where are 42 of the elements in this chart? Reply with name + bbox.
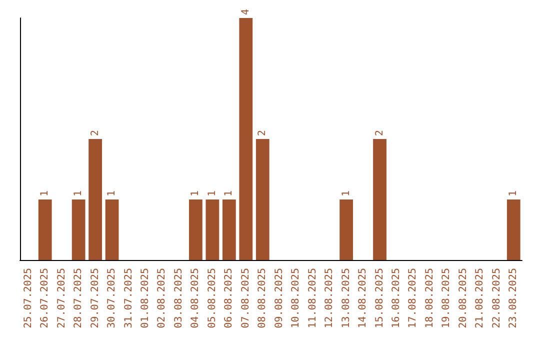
x-tick-label: 23.08.2025 — [508, 268, 520, 328]
x-tick-label: 27.07.2025 — [56, 268, 68, 328]
x-tick-label: 26.07.2025 — [40, 268, 51, 328]
x-tick-label: 04.08.2025 — [190, 268, 202, 328]
x-tick-label: 07.08.2025 — [240, 268, 252, 328]
data-label: 1 — [340, 190, 352, 196]
x-tick-label: 12.08.2025 — [324, 268, 336, 328]
x-tick-label: 09.08.2025 — [274, 268, 285, 328]
x-tick-label: 14.08.2025 — [358, 268, 369, 328]
x-tick-label: 01.08.2025 — [140, 268, 151, 328]
x-tick-label: 25.07.2025 — [22, 268, 34, 328]
x-tick-label: 10.08.2025 — [290, 268, 302, 328]
data-label: 4 — [240, 8, 252, 15]
x-tick-label: 03.08.2025 — [173, 268, 184, 328]
data-label: 2 — [90, 130, 101, 136]
x-tick-label: 15.08.2025 — [374, 268, 386, 328]
x-tick-label: 13.08.2025 — [340, 268, 352, 328]
data-label: 1 — [224, 190, 235, 196]
x-tick-label: 22.08.2025 — [491, 268, 502, 328]
x-tick-label: 06.08.2025 — [224, 268, 235, 328]
x-tick-label: 29.07.2025 — [90, 268, 101, 328]
data-label: 2 — [257, 130, 268, 136]
x-tick-label: 05.08.2025 — [206, 268, 218, 328]
data-label: 1 — [73, 190, 84, 196]
x-tick-label: 11.08.2025 — [307, 268, 318, 328]
x-tick-label: 21.08.2025 — [474, 268, 486, 328]
x-tick-label: 17.08.2025 — [408, 268, 419, 328]
data-label: 1 — [40, 190, 51, 196]
data-label: 1 — [106, 190, 118, 196]
x-tick-label: 28.07.2025 — [73, 268, 84, 328]
x-tick-label: 20.08.2025 — [458, 268, 469, 328]
x-tick-label: 31.07.2025 — [123, 268, 134, 328]
x-tick-label: 30.07.2025 — [106, 268, 118, 328]
x-tick-label: 18.08.2025 — [424, 268, 436, 328]
data-label: 1 — [190, 190, 202, 196]
data-label: 1 — [206, 190, 218, 196]
x-tick-label: 16.08.2025 — [391, 268, 402, 328]
x-tick-label: 08.08.2025 — [257, 268, 268, 328]
x-tick-label: 02.08.2025 — [156, 268, 168, 328]
x-tick-label: 19.08.2025 — [441, 268, 452, 328]
data-label: 2 — [374, 130, 386, 136]
data-label: 1 — [508, 190, 520, 196]
